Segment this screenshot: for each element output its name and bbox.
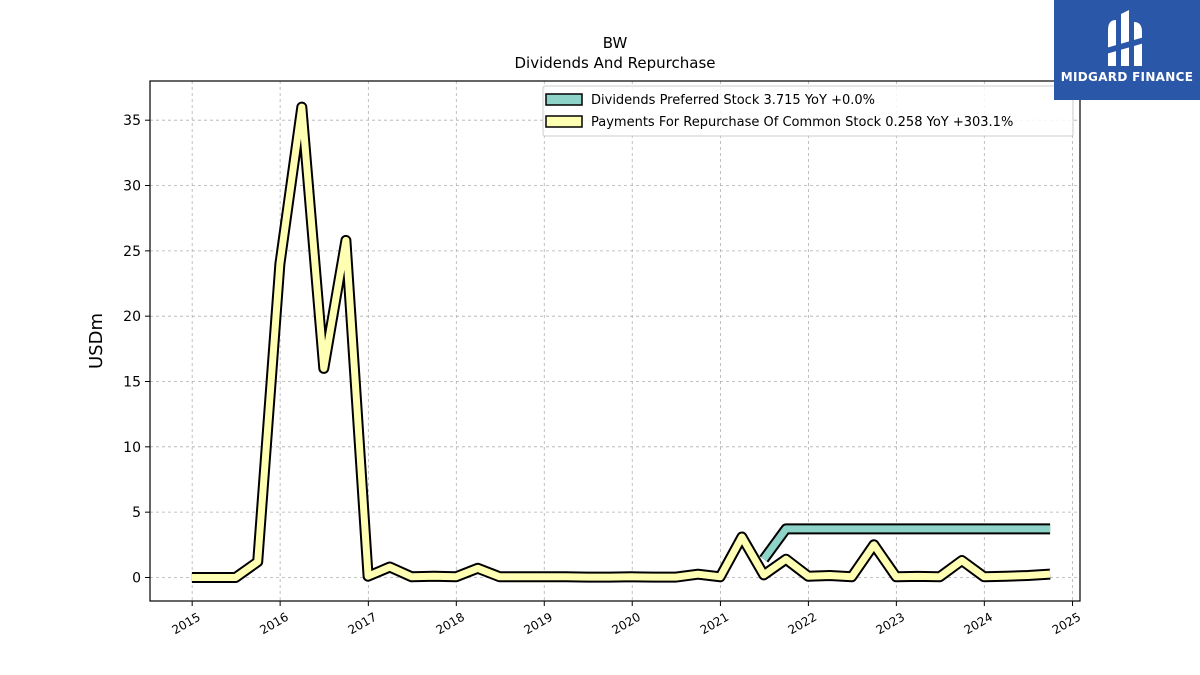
midgard-finance-logo: MIDGARD FINANCE bbox=[1054, 0, 1200, 100]
logo-text: MIDGARD FINANCE bbox=[1060, 70, 1194, 84]
y-axis-label: USDm bbox=[86, 313, 107, 369]
series-1-line bbox=[191, 103, 1051, 581]
x-tick-label: 2022 bbox=[786, 610, 819, 637]
x-tick-label: 2023 bbox=[874, 610, 907, 637]
y-tick-label: 25 bbox=[123, 244, 141, 260]
x-tick-label: 2017 bbox=[346, 610, 379, 637]
chart-title: BW bbox=[603, 34, 628, 52]
x-tick-label: 2024 bbox=[962, 610, 995, 637]
y-axis: 0 5 10 15 20 25 30 35 bbox=[123, 113, 150, 586]
y-tick-label: 20 bbox=[123, 309, 141, 325]
y-tick-label: 35 bbox=[123, 113, 141, 129]
y-tick-label: 10 bbox=[123, 440, 141, 456]
legend-label-1: Payments For Repurchase Of Common Stock … bbox=[591, 115, 1013, 130]
x-tick-label: 2021 bbox=[698, 610, 731, 637]
x-tick-label: 2020 bbox=[610, 610, 643, 637]
y-tick-label: 5 bbox=[132, 505, 141, 521]
series-lines bbox=[191, 101, 1051, 583]
legend-swatch-1 bbox=[545, 115, 583, 128]
legend-box bbox=[542, 85, 1074, 137]
x-tick-label: 2025 bbox=[1050, 610, 1083, 637]
series-0-line bbox=[760, 525, 1051, 562]
midgard-logo-icon bbox=[1106, 10, 1148, 66]
y-tick-label: 0 bbox=[132, 570, 141, 586]
x-tick-label: 2018 bbox=[434, 610, 467, 637]
legend: Dividends Preferred Stock 3.715 YoY +0.0… bbox=[542, 85, 1074, 137]
x-tick-label: 2015 bbox=[169, 610, 202, 637]
plot-frame bbox=[149, 80, 1081, 602]
x-tick-label: 2016 bbox=[257, 610, 290, 637]
legend-swatch-0 bbox=[545, 93, 583, 106]
x-tick-label: 2019 bbox=[522, 610, 555, 637]
x-axis: 2015 2016 2017 2018 2019 2020 2021 2022 2023 2024… bbox=[169, 601, 1083, 637]
y-tick-label: 15 bbox=[123, 375, 141, 391]
legend-label-0: Dividends Preferred Stock 3.715 YoY +0.0… bbox=[591, 93, 875, 108]
y-tick-label: 30 bbox=[123, 179, 141, 195]
chart-subtitle: Dividends And Repurchase bbox=[514, 54, 715, 72]
series-0-outline bbox=[759, 523, 1051, 563]
